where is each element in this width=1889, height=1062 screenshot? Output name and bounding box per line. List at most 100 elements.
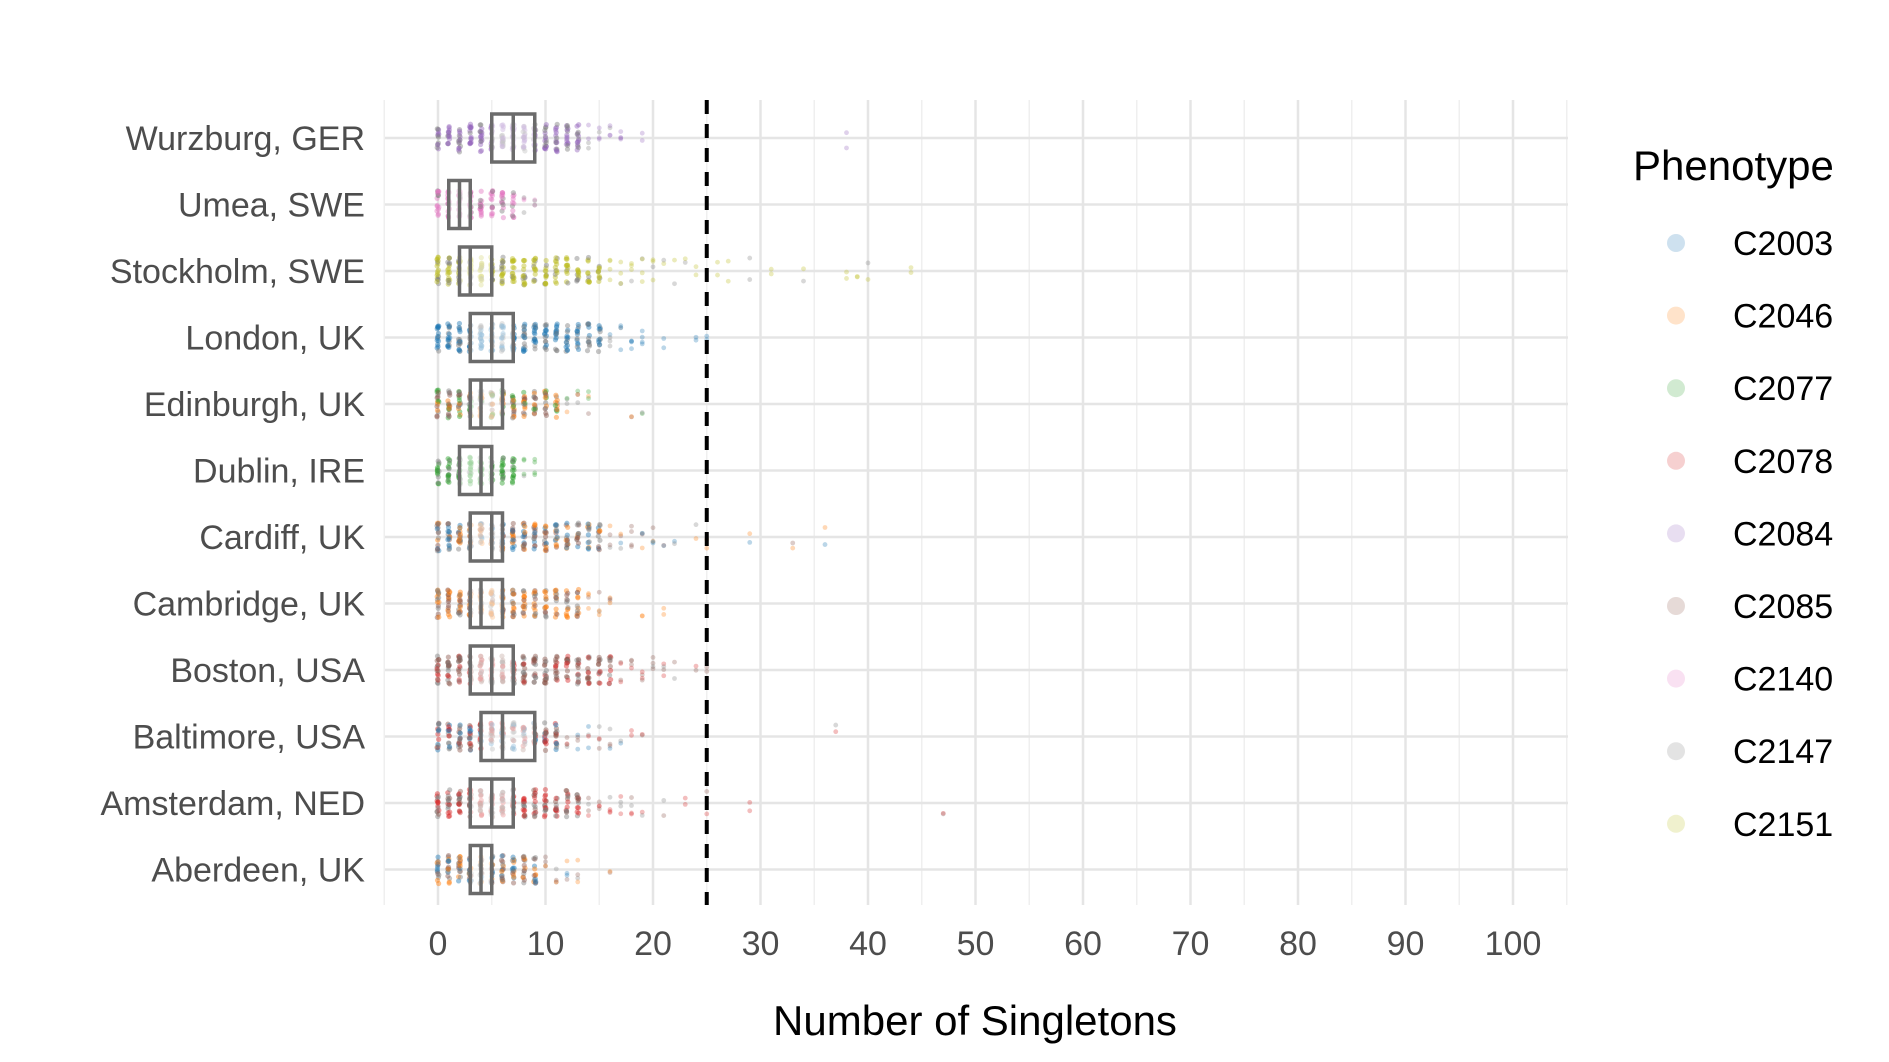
data-point [553, 598, 559, 604]
data-point [445, 659, 451, 666]
data-point [597, 537, 603, 543]
data-point [435, 189, 441, 195]
data-point [564, 668, 571, 674]
data-point [479, 137, 485, 143]
data-point [521, 324, 527, 330]
data-point [488, 211, 495, 217]
data-point [532, 533, 538, 540]
outlier-point [639, 669, 645, 675]
outlier-point [607, 257, 613, 263]
data-point [542, 812, 548, 818]
outlier-point [618, 803, 624, 809]
data-point [436, 548, 442, 554]
data-point [543, 321, 549, 328]
data-point [522, 814, 528, 820]
data-point [554, 728, 560, 734]
legend-key [1667, 234, 1685, 252]
data-point [532, 596, 538, 602]
data-point [435, 474, 441, 480]
iqr-box [479, 710, 537, 763]
data-point [543, 667, 550, 674]
data-point [553, 746, 559, 753]
data-point [522, 347, 528, 353]
outlier-point [553, 866, 559, 872]
data-point [509, 459, 516, 465]
x-tick-label: 30 [742, 925, 780, 963]
data-point [521, 588, 527, 594]
outlier-point [865, 277, 871, 282]
data-point [542, 345, 548, 351]
data-point [435, 127, 442, 133]
y-category-label: London, UK [185, 320, 365, 358]
data-point [553, 148, 560, 154]
outlier-point [629, 261, 634, 266]
data-point [456, 797, 462, 803]
data-point [510, 456, 516, 462]
data-point [445, 337, 451, 344]
data-point [521, 399, 527, 405]
data-point [542, 792, 549, 798]
data-point [446, 338, 452, 344]
data-point [553, 807, 559, 813]
data-point [509, 398, 516, 404]
data-point [565, 140, 571, 146]
data-point [533, 266, 539, 273]
data-point [446, 724, 452, 730]
data-point [435, 254, 441, 260]
data-point [531, 855, 537, 862]
data-point [553, 610, 559, 616]
y-category-label: Amsterdam, NED [101, 785, 366, 823]
data-point [511, 868, 517, 874]
outlier-point [607, 277, 613, 283]
outlier-point [629, 658, 634, 664]
data-point [510, 872, 517, 878]
data-point [521, 594, 528, 600]
outlier-point [607, 523, 613, 529]
data-point [521, 266, 527, 273]
outlier-point [607, 542, 613, 548]
data-point [436, 481, 442, 487]
data-point [434, 395, 440, 401]
data-point [574, 804, 580, 811]
data-point [446, 322, 453, 329]
data-point [531, 322, 538, 328]
data-point [520, 603, 526, 609]
data-point [597, 329, 603, 335]
data-point [457, 340, 463, 346]
data-point [552, 614, 559, 620]
data-point [585, 277, 592, 283]
data-point [543, 146, 549, 152]
data-point [434, 389, 440, 395]
outlier-point [607, 532, 613, 538]
data-point [520, 543, 527, 549]
data-point [457, 809, 463, 816]
data-point [576, 530, 582, 537]
data-point [554, 270, 560, 276]
data-point [564, 336, 570, 343]
data-point [521, 868, 527, 874]
data-point [531, 879, 537, 885]
outlier-point [532, 472, 538, 478]
data-point [531, 877, 538, 883]
data-point [597, 670, 603, 676]
data-point [435, 273, 442, 280]
data-point [434, 145, 440, 151]
data-point [531, 656, 537, 663]
data-point [553, 543, 560, 549]
data-point [434, 468, 440, 474]
data-point [456, 678, 462, 684]
data-point [586, 521, 592, 527]
data-point [435, 140, 441, 146]
data-point [607, 658, 613, 664]
data-point [499, 280, 505, 286]
data-point [554, 397, 560, 403]
x-tick-label: 40 [849, 925, 887, 963]
data-point [456, 340, 462, 346]
data-point [478, 138, 484, 144]
data-point [435, 854, 441, 860]
outlier-point [650, 257, 656, 263]
data-point [585, 676, 591, 682]
outlier-point [844, 130, 849, 136]
data-point [511, 200, 517, 207]
data-point [521, 862, 527, 869]
